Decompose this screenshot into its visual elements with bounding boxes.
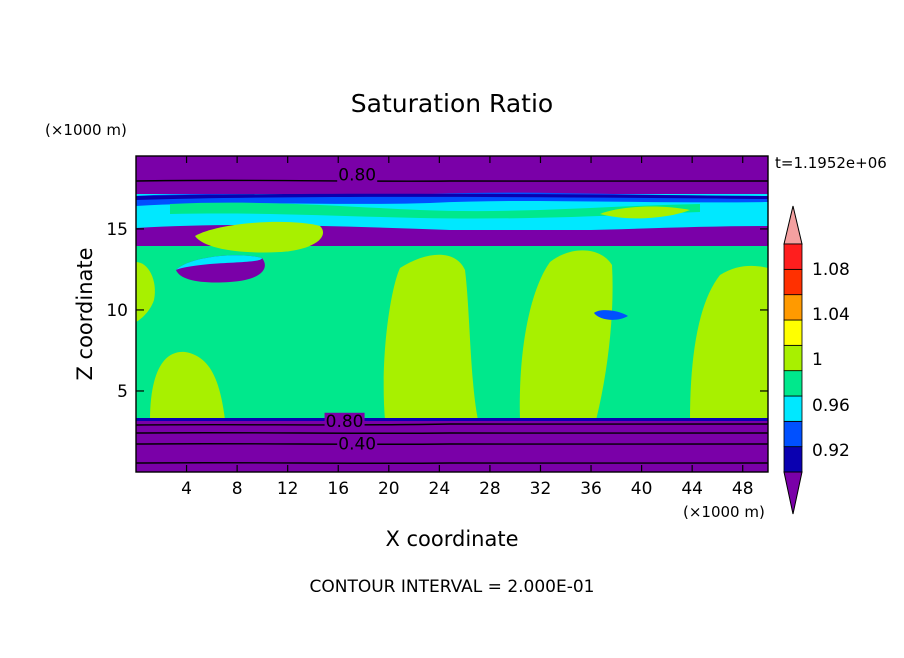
fill-lime-edge-left — [136, 262, 155, 322]
y-unit-label: (×1000 m) — [45, 121, 127, 139]
fill-upper-band-green — [170, 202, 700, 219]
y-axis-label: Z coordinate — [73, 247, 97, 380]
colorbar-tick-label: 1.08 — [812, 260, 850, 280]
colorbar: 1.08 1.04 1 0.96 0.92 — [783, 205, 850, 515]
y-tick-label: 5 — [117, 382, 128, 402]
fill-cyan-left-ring — [176, 255, 262, 270]
colorbar-tick-label: 1.04 — [812, 305, 850, 325]
contour-label: 0.40 — [338, 434, 376, 454]
y-tick-label: 10 — [106, 301, 128, 321]
fill-upper-lime-right — [600, 206, 690, 219]
colorbar-swatch — [783, 344, 803, 372]
plot-area: 0.800.800.40 4 8 12 16 20 24 28 32 36 40 44 48 5101… — [106, 155, 769, 499]
contour-020-bottom — [136, 462, 768, 464]
colorbar-swatch — [783, 268, 803, 296]
x-tick-label: 44 — [681, 479, 703, 499]
x-tick-label: 16 — [327, 479, 349, 499]
colorbar-swatch — [783, 395, 803, 422]
fill-purple-right-lens — [650, 228, 760, 245]
colorbar-bottom-triangle — [783, 471, 803, 515]
colorbar-tick-label: 0.92 — [812, 441, 850, 461]
colorbar-tick-label: 0.96 — [812, 396, 850, 416]
fill-lime-cloud-1 — [150, 351, 225, 420]
colorbar-top-triangle — [783, 205, 803, 245]
colorbar-tick-label: 1 — [812, 350, 823, 370]
fill-lower-purple — [136, 418, 768, 472]
contour-lines — [136, 179, 768, 464]
chart-title: Saturation Ratio — [351, 89, 553, 118]
fill-lime-cloud-2 — [383, 254, 478, 420]
colorbar-swatch — [783, 319, 803, 346]
contour-080-bottom — [136, 423, 768, 426]
x-tick-label: 20 — [378, 479, 400, 499]
colorbar-swatch — [783, 420, 803, 448]
x-tick-label: 4 — [181, 479, 192, 499]
x-tick-label: 40 — [631, 479, 653, 499]
contour-interval-text: CONTOUR INTERVAL = 2.000E-01 — [310, 577, 595, 597]
fill-blue-spot — [594, 310, 628, 320]
contour-label: 0.80 — [338, 165, 376, 185]
contour-label-bg — [324, 412, 365, 429]
x-tick-label: 8 — [232, 479, 243, 499]
x-tick-label: 32 — [530, 479, 552, 499]
contour-label: 0.80 — [326, 412, 364, 432]
time-label: t=1.1952e+06 — [775, 154, 887, 172]
contour-fill — [136, 156, 768, 472]
fill-lime-cloud-3 — [519, 250, 613, 420]
y-axis-ticks: 5 10 15 — [106, 220, 768, 402]
contour-040-bottom — [136, 443, 768, 445]
fill-lime-upper-blob — [195, 221, 324, 253]
colorbar-swatch — [783, 446, 803, 473]
x-tick-label: 12 — [277, 479, 299, 499]
y-tick-label: 15 — [106, 220, 128, 240]
colorbar-swatch — [783, 294, 803, 321]
x-axis-label: X coordinate — [385, 527, 518, 551]
fill-lime-cloud-4 — [690, 265, 768, 420]
plot-frame — [135, 155, 769, 473]
colorbar-swatch — [783, 243, 803, 270]
x-axis-ticks: 4 8 12 16 20 24 28 32 36 40 44 48 — [181, 156, 754, 499]
x-tick-label: 28 — [479, 479, 501, 499]
colorbar-swatch — [783, 370, 803, 397]
contour-labels: 0.800.800.40 — [324, 165, 378, 454]
contour-060-bottom — [136, 432, 768, 434]
contour-label-bg — [337, 166, 378, 183]
x-tick-label: 36 — [580, 479, 602, 499]
x-tick-label: 24 — [429, 479, 451, 499]
x-unit-label: (×1000 m) — [683, 503, 765, 521]
contour-label-bg — [337, 435, 378, 452]
fill-upper-band-darkblue — [136, 193, 768, 200]
fill-bottom-line-band — [136, 418, 768, 421]
x-tick-label: 48 — [732, 479, 754, 499]
contour-080-top — [136, 179, 768, 182]
